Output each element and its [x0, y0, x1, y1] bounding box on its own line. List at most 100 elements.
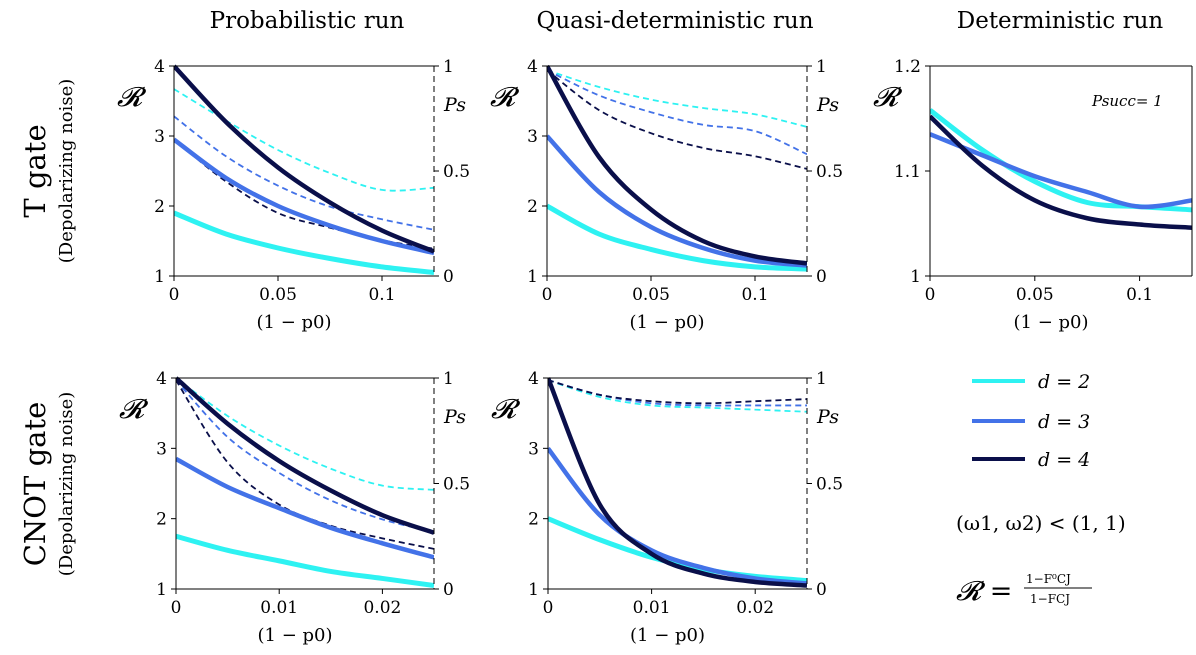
x-tick-label: 0 [925, 285, 936, 305]
series-ps-d4 [548, 379, 807, 405]
series-r-d3 [174, 137, 434, 256]
y2-tick-label: 0 [443, 580, 454, 600]
x-tick-label: 0.02 [736, 598, 774, 618]
x-axis-label: (1 − p0) [630, 625, 705, 646]
row-subtitle-t-noise: (Depolarizing noise) [56, 79, 77, 264]
series-ps-d4 [174, 138, 434, 250]
series-r-d4 [930, 114, 1192, 230]
y2-tick-label: 1 [816, 57, 827, 77]
x-axis-label: (1 − p0) [258, 625, 333, 646]
y2-tick-label: 1 [443, 57, 454, 77]
series-r-d3 [930, 132, 1192, 210]
y2-axis-label: Ps [816, 94, 839, 116]
x-tick-label: 0.01 [633, 598, 671, 618]
series-r-d2 [548, 516, 807, 584]
y2-tick-label: 0.5 [443, 475, 470, 495]
y-tick-label: 3 [528, 439, 539, 459]
y-tick-label: 4 [156, 369, 167, 389]
y-tick-label: 1.1 [894, 162, 921, 182]
y2-axis-label: Ps [443, 94, 466, 116]
x-axis-label: (1 − p0) [1014, 312, 1089, 333]
formula-numerator: 1−F⁰CJ [1026, 572, 1071, 586]
x-tick-label: 0.05 [1016, 285, 1054, 305]
row-title-t: T gate [18, 124, 52, 217]
x-tick-label: 0.01 [260, 598, 298, 618]
condition-text: (ω1, ω2) < (1, 1) [956, 511, 1126, 535]
y-tick-label: 1 [156, 580, 167, 600]
y2-tick-label: 0.5 [816, 162, 843, 182]
series-ps-d3 [547, 69, 807, 156]
y2-axis-label: Ps [816, 406, 839, 428]
legend-label-d3: d = 3 [1038, 411, 1090, 433]
series-r-d4 [548, 377, 807, 588]
y2-tick-label: 0 [816, 267, 827, 287]
series-r-d4 [547, 64, 807, 266]
y-tick-label: 2 [528, 510, 539, 530]
y-tick-label: 3 [154, 127, 165, 147]
formula-lhs: 𝓡 = [956, 576, 1012, 607]
annotation-psucc: Psucc= 1 [1091, 92, 1163, 110]
x-tick-label: 0 [542, 285, 553, 305]
series-ps-d3 [174, 115, 434, 231]
row-subtitle-t: (Depolarizing noise) [56, 79, 77, 264]
y-tick-label: 1 [527, 267, 538, 287]
series-r-d2 [174, 210, 434, 275]
legend-label-d4: d = 4 [1038, 449, 1090, 471]
series-r-d2 [176, 533, 434, 588]
y2-tick-label: 1 [816, 369, 827, 389]
series-ps-d3 [548, 379, 807, 407]
column-title-quasi-deterministic: Quasi-deterministic run [536, 8, 813, 34]
series-ps-d2 [548, 379, 807, 413]
series-ps-d4 [547, 69, 807, 170]
series-ps-d3 [176, 379, 434, 533]
panel-t-prob: 0 0.05 0.1 1 2 3 4 0 0.5 1 Ps 𝓡 (1 − p0) [117, 57, 470, 333]
y-tick-label: 3 [156, 439, 167, 459]
y-tick-label: 1 [154, 267, 165, 287]
legend: d = 2 d = 3 d = 4 [972, 371, 1090, 471]
y-tick-label: 1 [528, 580, 539, 600]
x-tick-label: 0.1 [1126, 285, 1153, 305]
y-axis-label: 𝓡 [117, 82, 147, 113]
panels: 0 0.05 0.1 1 2 3 4 0 0.5 1 Ps 𝓡 (1 − p0) 0 0.05 0.1 1 2 3 4… [117, 57, 1193, 646]
panel-cnot-prob: 0 0.01 0.02 1 2 3 4 0 0.5 1 Ps 𝓡 (1 − p0) [119, 369, 470, 646]
series-ps-d2 [176, 377, 434, 491]
y2-tick-label: 0.5 [816, 475, 843, 495]
series-ps-d2 [547, 69, 807, 128]
formula-denominator: 1−FCJ [1030, 592, 1070, 606]
y2-tick-label: 0 [443, 267, 454, 287]
row-title-cnot-gate: CNOT gate [18, 402, 52, 567]
y-tick-label: 1.2 [894, 57, 921, 77]
y-tick-label: 4 [154, 57, 165, 77]
series-ps-d4 [176, 379, 434, 550]
x-axis-label: (1 − p0) [630, 312, 705, 333]
legend-label-d2: d = 2 [1038, 371, 1090, 393]
y-tick-label: 4 [527, 57, 538, 77]
y-axis-label: 𝓡 [119, 394, 149, 425]
row-subtitle-cnot-noise: (Depolarizing noise) [56, 392, 77, 577]
y2-axis-label: Ps [443, 406, 466, 428]
column-title-probabilistic: Probabilistic run [210, 8, 405, 34]
x-tick-label: 0.1 [741, 285, 768, 305]
row-title-t-gate: T gate [18, 124, 52, 217]
series-r-d3 [547, 134, 807, 268]
panel-cnot-quasi: 0 0.01 0.02 1 2 3 4 0 0.5 1 Ps 𝓡 (1 − p0) [491, 369, 843, 646]
y-tick-label: 2 [156, 510, 167, 530]
column-title-deterministic: Deterministic run [957, 8, 1164, 34]
series-ps-d2 [174, 88, 434, 192]
series-r-d4 [174, 64, 434, 254]
y-tick-label: 2 [527, 197, 538, 217]
y-tick-label: 1 [910, 267, 921, 287]
x-tick-label: 0.05 [632, 285, 670, 305]
x-axis-label: (1 − p0) [257, 312, 332, 333]
panel-t-det: 0 0.05 0.1 1 1.1 1.2 𝓡 (1 − p0) Psucc= 1 [873, 57, 1193, 333]
formula: 𝓡 = 1−F⁰CJ 1−FCJ [956, 572, 1092, 607]
y-axis-label: 𝓡 [490, 82, 520, 113]
panel-t-quasi: 0 0.05 0.1 1 2 3 4 0 0.5 1 Ps 𝓡 (1 − p0) [490, 57, 843, 333]
row-subtitle-cnot: (Depolarizing noise) [56, 392, 77, 577]
y2-tick-label: 0 [816, 580, 827, 600]
x-tick-label: 0.1 [368, 285, 395, 305]
x-tick-label: 0 [543, 598, 554, 618]
series-r-d2 [547, 203, 807, 272]
series-r-d3 [548, 446, 807, 586]
